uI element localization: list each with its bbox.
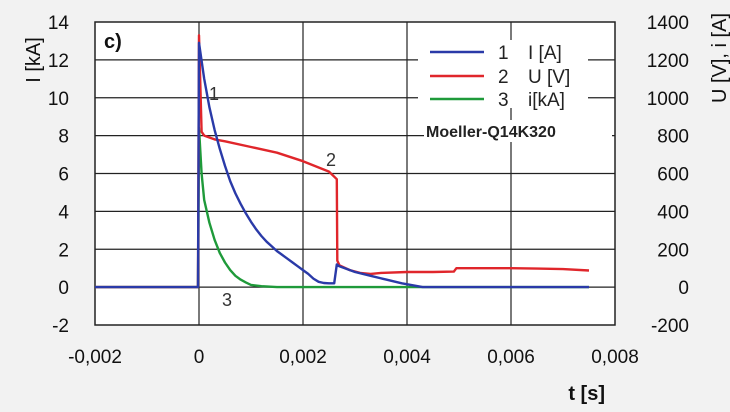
y-right-tick-label: 200 [657, 240, 689, 261]
series-line-1 [95, 41, 589, 289]
y-left-tick-label: 6 [58, 165, 69, 186]
y-left-tick-label: 14 [48, 13, 70, 34]
series-line-3 [95, 126, 589, 289]
x-tick-label: -0,002 [68, 347, 122, 368]
legend-label-3: i[kA] [528, 90, 565, 111]
legend-label-1: I [A] [528, 43, 562, 64]
x-tick-label: 0,008 [591, 347, 639, 368]
y-right-tick-label: 400 [657, 202, 689, 223]
tick-labels: -0,002 0 0,002 0,004 0,006 0,008-202468101214… [48, 13, 689, 368]
curve-label-1: 1 [209, 84, 219, 104]
curve-label-3: 3 [222, 290, 232, 310]
legend-number-3: 3 [498, 90, 509, 111]
y-right-tick-label: 800 [657, 127, 689, 148]
y-axis-left-title: I [kA] [23, 37, 45, 83]
y-left-tick-label: 8 [58, 127, 69, 148]
y-left-tick-label: 10 [48, 89, 69, 110]
annotation-text: Moeller-Q14K320 [426, 124, 556, 141]
curve-label-2: 2 [326, 150, 336, 170]
y-axis-right-title: U [V], i [A] [709, 13, 730, 103]
y-left-tick-label: -2 [52, 316, 69, 337]
y-right-tick-label: 1000 [647, 89, 689, 110]
y-right-tick-label: 1400 [647, 13, 689, 34]
y-right-tick-label: 1200 [647, 51, 689, 72]
y-right-tick-label: 600 [657, 165, 689, 186]
y-left-tick-label: 0 [58, 278, 69, 299]
x-tick-label: 0 [194, 347, 205, 368]
x-tick-label: 0,002 [279, 347, 327, 368]
y-left-tick-label: 2 [58, 240, 69, 261]
y-left-tick-label: 12 [48, 51, 69, 72]
legend: 1 I [A] 2 U [V] 3 i[kA] [418, 40, 588, 111]
legend-number-1: 1 [498, 43, 509, 64]
y-left-tick-label: 4 [58, 202, 69, 223]
panel-label: c) [104, 31, 122, 53]
x-tick-label: 0,004 [383, 347, 431, 368]
x-axis-title: t [s] [568, 383, 605, 405]
y-right-tick-label: 0 [678, 278, 689, 299]
series-lines [95, 34, 590, 289]
legend-label-2: U [V] [528, 67, 570, 88]
y-right-tick-label: -200 [651, 316, 689, 337]
legend-number-2: 2 [498, 67, 509, 88]
x-tick-label: 0,006 [487, 347, 535, 368]
